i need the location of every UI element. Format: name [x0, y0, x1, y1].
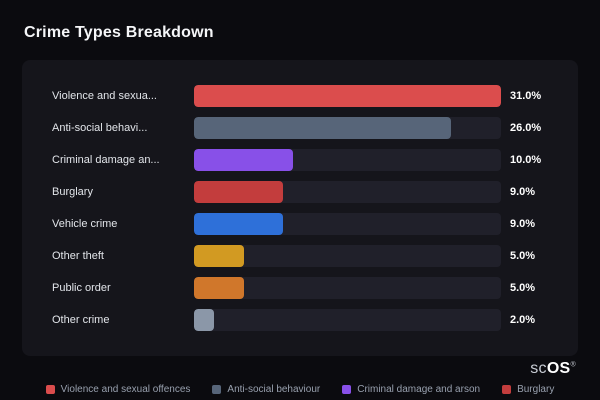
row-label: Criminal damage an... — [52, 154, 160, 166]
bar — [194, 213, 284, 235]
legend-label: Burglary — [517, 384, 555, 395]
row-value: 9.0% — [510, 218, 536, 230]
bar — [194, 117, 452, 139]
row-label: Other crime — [52, 314, 110, 326]
bar — [194, 181, 284, 203]
bar-track — [194, 117, 501, 139]
row-label: Vehicle crime — [52, 218, 118, 230]
row-label: Public order — [52, 282, 111, 294]
row-label: Burglary — [52, 186, 93, 198]
row-value: 26.0% — [510, 122, 542, 134]
row-label: Other theft — [52, 250, 104, 262]
legend-label: Anti-social behaviour — [227, 384, 321, 395]
bar — [194, 149, 294, 171]
legend-swatch — [342, 385, 352, 394]
legend-swatch — [502, 385, 512, 394]
bar-track — [194, 245, 501, 267]
row-value: 31.0% — [510, 90, 542, 102]
chart-row: Criminal damage an... 10.0% — [22, 144, 578, 176]
legend-item[interactable]: Violence and sexual offences — [45, 384, 191, 395]
legend-swatch — [45, 385, 55, 394]
legend-label: Violence and sexual offences — [60, 384, 191, 395]
brand-prefix: sc — [530, 360, 547, 377]
brand-logo: scOS® — [530, 360, 576, 378]
chart-row: Other crime 2.0% — [22, 304, 578, 336]
bar-track — [194, 277, 501, 299]
page-title: Crime Types Breakdown — [24, 24, 214, 41]
legend-item[interactable]: Criminal damage and arson — [342, 384, 480, 395]
row-label: Violence and sexua... — [52, 90, 157, 102]
bar-track — [194, 213, 501, 235]
bar-track — [194, 181, 501, 203]
brand-suffix: OS — [546, 360, 571, 377]
chart-panel: Violence and sexua... 31.0% Anti-social … — [22, 60, 578, 356]
chart-row: Burglary 9.0% — [22, 176, 578, 208]
bar — [194, 309, 214, 331]
legend: Violence and sexual offences Anti-social… — [0, 384, 600, 395]
bar-track — [194, 85, 501, 107]
row-value: 10.0% — [510, 154, 542, 166]
bar-track — [194, 149, 501, 171]
chart-row: Public order 5.0% — [22, 272, 578, 304]
legend-label: Criminal damage and arson — [357, 384, 481, 395]
row-value: 5.0% — [510, 282, 536, 294]
row-value: 2.0% — [510, 314, 536, 326]
chart-row: Anti-social behavi... 26.0% — [22, 112, 578, 144]
chart-row: Violence and sexua... 31.0% — [22, 80, 578, 112]
row-value: 9.0% — [510, 186, 536, 198]
legend-swatch — [212, 385, 222, 394]
chart-row: Other theft 5.0% — [22, 240, 578, 272]
row-value: 5.0% — [510, 250, 536, 262]
bar-track — [194, 309, 501, 331]
bar — [194, 277, 244, 299]
chart-rows: Violence and sexua... 31.0% Anti-social … — [22, 80, 578, 336]
legend-item[interactable]: Burglary — [502, 384, 554, 395]
row-label: Anti-social behavi... — [52, 122, 148, 134]
bar — [194, 85, 501, 107]
chart-row: Vehicle crime 9.0% — [22, 208, 578, 240]
bar — [194, 245, 244, 267]
legend-item[interactable]: Anti-social behaviour — [212, 384, 320, 395]
registered-mark: ® — [570, 361, 576, 369]
